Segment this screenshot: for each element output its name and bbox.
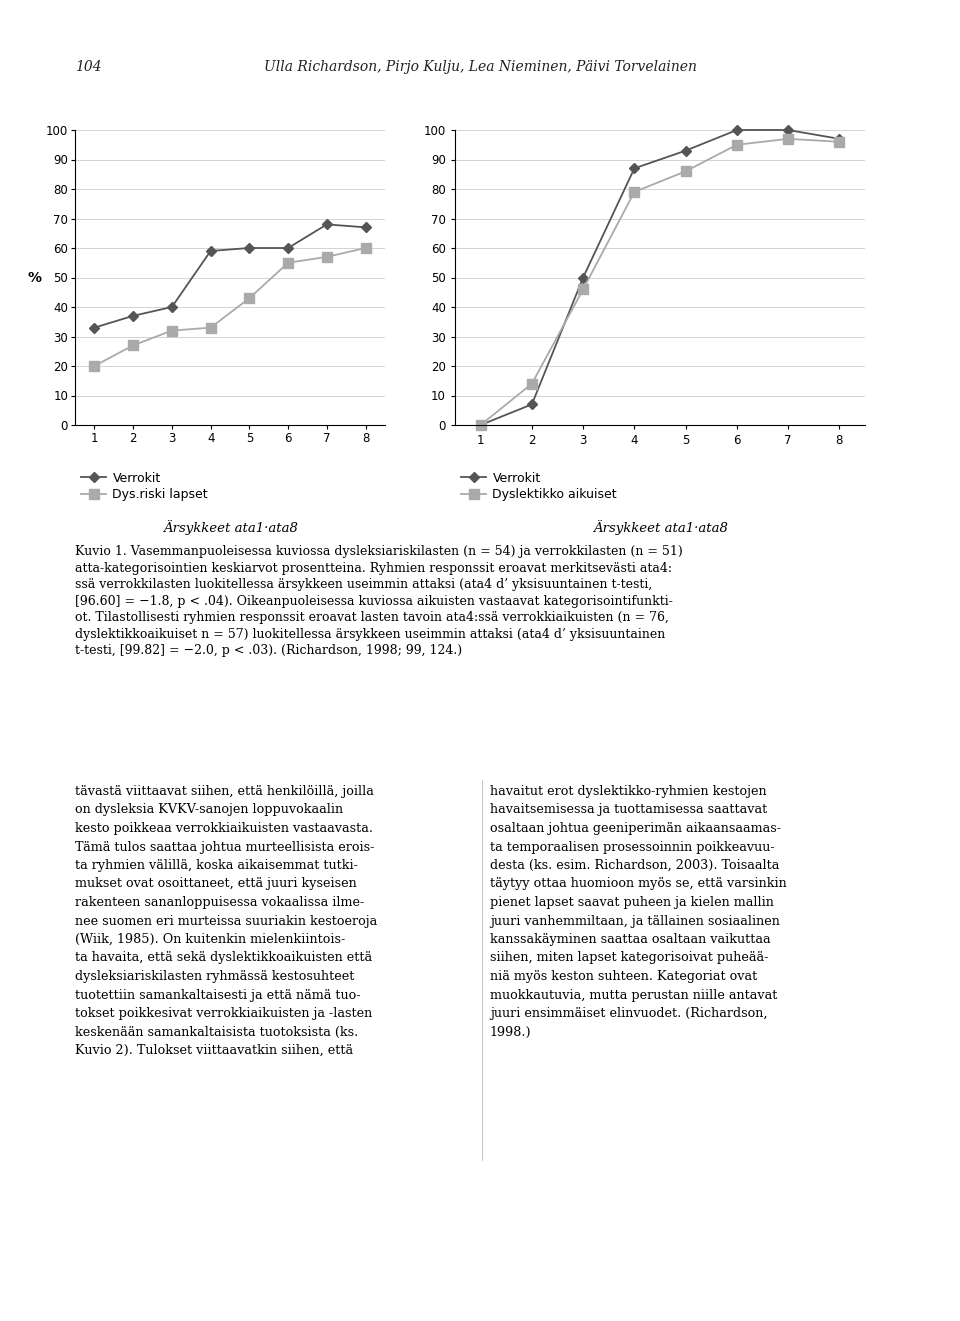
Text: Tämä tulos saattaa johtua murteellisista erois-: Tämä tulos saattaa johtua murteellisista… [75,840,374,853]
Text: t-testi, [99.82] = −2.0, p < .03). (Richardson, 1998; 99, 124.): t-testi, [99.82] = −2.0, p < .03). (Rich… [75,645,462,657]
Text: ta havaita, että sekä dyslektikkoaikuisten että: ta havaita, että sekä dyslektikkoaikuist… [75,951,372,964]
Text: rakenteen sananloppuisessa vokaalissa ilme-: rakenteen sananloppuisessa vokaalissa il… [75,896,364,909]
Text: juuri vanhemmiltaan, ja tällainen sosiaalinen: juuri vanhemmiltaan, ja tällainen sosiaa… [490,914,780,927]
Text: desta (ks. esim. Richardson, 2003). Toisaalta: desta (ks. esim. Richardson, 2003). Tois… [490,859,780,872]
Text: ot. Tilastollisesti ryhmien responssit eroavat lasten tavoin ata4:ssä verrokkiai: ot. Tilastollisesti ryhmien responssit e… [75,612,669,624]
Text: atta-kategorisointien keskiarvot prosentteina. Ryhmien responssit eroavat merkit: atta-kategorisointien keskiarvot prosent… [75,561,672,575]
Text: havaitsemisessa ja tuottamisessa saattavat: havaitsemisessa ja tuottamisessa saattav… [490,803,767,816]
Text: kanssakäyminen saattaa osaltaan vaikuttaa: kanssakäyminen saattaa osaltaan vaikutta… [490,933,771,946]
Legend: Verrokit, Dyslektikko aikuiset: Verrokit, Dyslektikko aikuiset [461,472,617,502]
Text: Ulla Richardson, Pirjo Kulju, Lea Nieminen, Päivi Torvelainen: Ulla Richardson, Pirjo Kulju, Lea Niemin… [264,59,696,74]
Text: ta temporaalisen prosessoinnin poikkeavuu-: ta temporaalisen prosessoinnin poikkeavu… [490,840,775,853]
Text: Ärsykkeet ata1·ata8: Ärsykkeet ata1·ata8 [162,520,298,535]
Y-axis label: %: % [28,271,41,284]
Text: tokset poikkesivat verrokkiaikuisten ja -lasten: tokset poikkesivat verrokkiaikuisten ja … [75,1007,372,1020]
Text: muokkautuvia, mutta perustan niille antavat: muokkautuvia, mutta perustan niille anta… [490,988,778,1001]
Text: siihen, miten lapset kategorisoivat puheää-: siihen, miten lapset kategorisoivat puhe… [490,951,768,964]
Text: niä myös keston suhteen. Kategoriat ovat: niä myös keston suhteen. Kategoriat ovat [490,970,757,983]
Text: 104: 104 [75,59,102,74]
Text: täytyy ottaa huomioon myös se, että varsinkin: täytyy ottaa huomioon myös se, että vars… [490,877,787,890]
Text: nee suomen eri murteissa suuriakin kestoeroja: nee suomen eri murteissa suuriakin kesto… [75,914,377,927]
Text: tävastä viittaavat siihen, että henkilöillä, joilla: tävastä viittaavat siihen, että henkilöi… [75,785,373,798]
Text: [96.60] = −1.8, p < .04). Oikeanpuoleisessa kuviossa aikuisten vastaavat kategor: [96.60] = −1.8, p < .04). Oikeanpuoleise… [75,594,673,608]
Text: dyslektikkoaikuiset n = 57) luokitellessa ärsykkeen useimmin attaksi (ata4 d’ yk: dyslektikkoaikuiset n = 57) luokitelless… [75,627,665,641]
Text: kesto poikkeaa verrokkiaikuisten vastaavasta.: kesto poikkeaa verrokkiaikuisten vastaav… [75,822,373,835]
Text: juuri ensimmäiset elinvuodet. (Richardson,: juuri ensimmäiset elinvuodet. (Richardso… [490,1007,767,1020]
Legend: Verrokit, Dys.riski lapset: Verrokit, Dys.riski lapset [82,472,208,502]
Text: (Wiik, 1985). On kuitenkin mielenkiintois-: (Wiik, 1985). On kuitenkin mielenkiintoi… [75,933,346,946]
Text: pienet lapset saavat puheen ja kielen mallin: pienet lapset saavat puheen ja kielen ma… [490,896,774,909]
Text: havaitut erot dyslektikko-ryhmien kestojen: havaitut erot dyslektikko-ryhmien kestoj… [490,785,767,798]
Text: mukset ovat osoittaneet, että juuri kyseisen: mukset ovat osoittaneet, että juuri kyse… [75,877,357,890]
Text: Kuvio 2). Tulokset viittaavatkin siihen, että: Kuvio 2). Tulokset viittaavatkin siihen,… [75,1044,353,1057]
Text: dysleksiariskilasten ryhmässä kestosuhteet: dysleksiariskilasten ryhmässä kestosuhte… [75,970,354,983]
Text: keskenään samankaltaisista tuotoksista (ks.: keskenään samankaltaisista tuotoksista (… [75,1025,358,1038]
Text: ssä verrokkilasten luokitellessa ärsykkeen useimmin attaksi (ata4 d’ yksisuuntai: ssä verrokkilasten luokitellessa ärsykke… [75,579,652,590]
Text: Kuvio 1. Vasemmanpuoleisessa kuviossa dysleksiariskilasten (n = 54) ja verrokkil: Kuvio 1. Vasemmanpuoleisessa kuviossa dy… [75,546,683,557]
Text: ta ryhmien välillä, koska aikaisemmat tutki-: ta ryhmien välillä, koska aikaisemmat tu… [75,859,358,872]
Text: tuotettiin samankaltaisesti ja että nämä tuo-: tuotettiin samankaltaisesti ja että nämä… [75,988,361,1001]
Text: Ärsykkeet ata1·ata8: Ärsykkeet ata1·ata8 [592,520,728,535]
Text: on dysleksia KVKV-sanojen loppuvokaalin: on dysleksia KVKV-sanojen loppuvokaalin [75,803,343,816]
Text: 1998.): 1998.) [490,1025,532,1038]
Text: osaltaan johtua geeniperimän aikaansaamas-: osaltaan johtua geeniperimän aikaansaama… [490,822,781,835]
